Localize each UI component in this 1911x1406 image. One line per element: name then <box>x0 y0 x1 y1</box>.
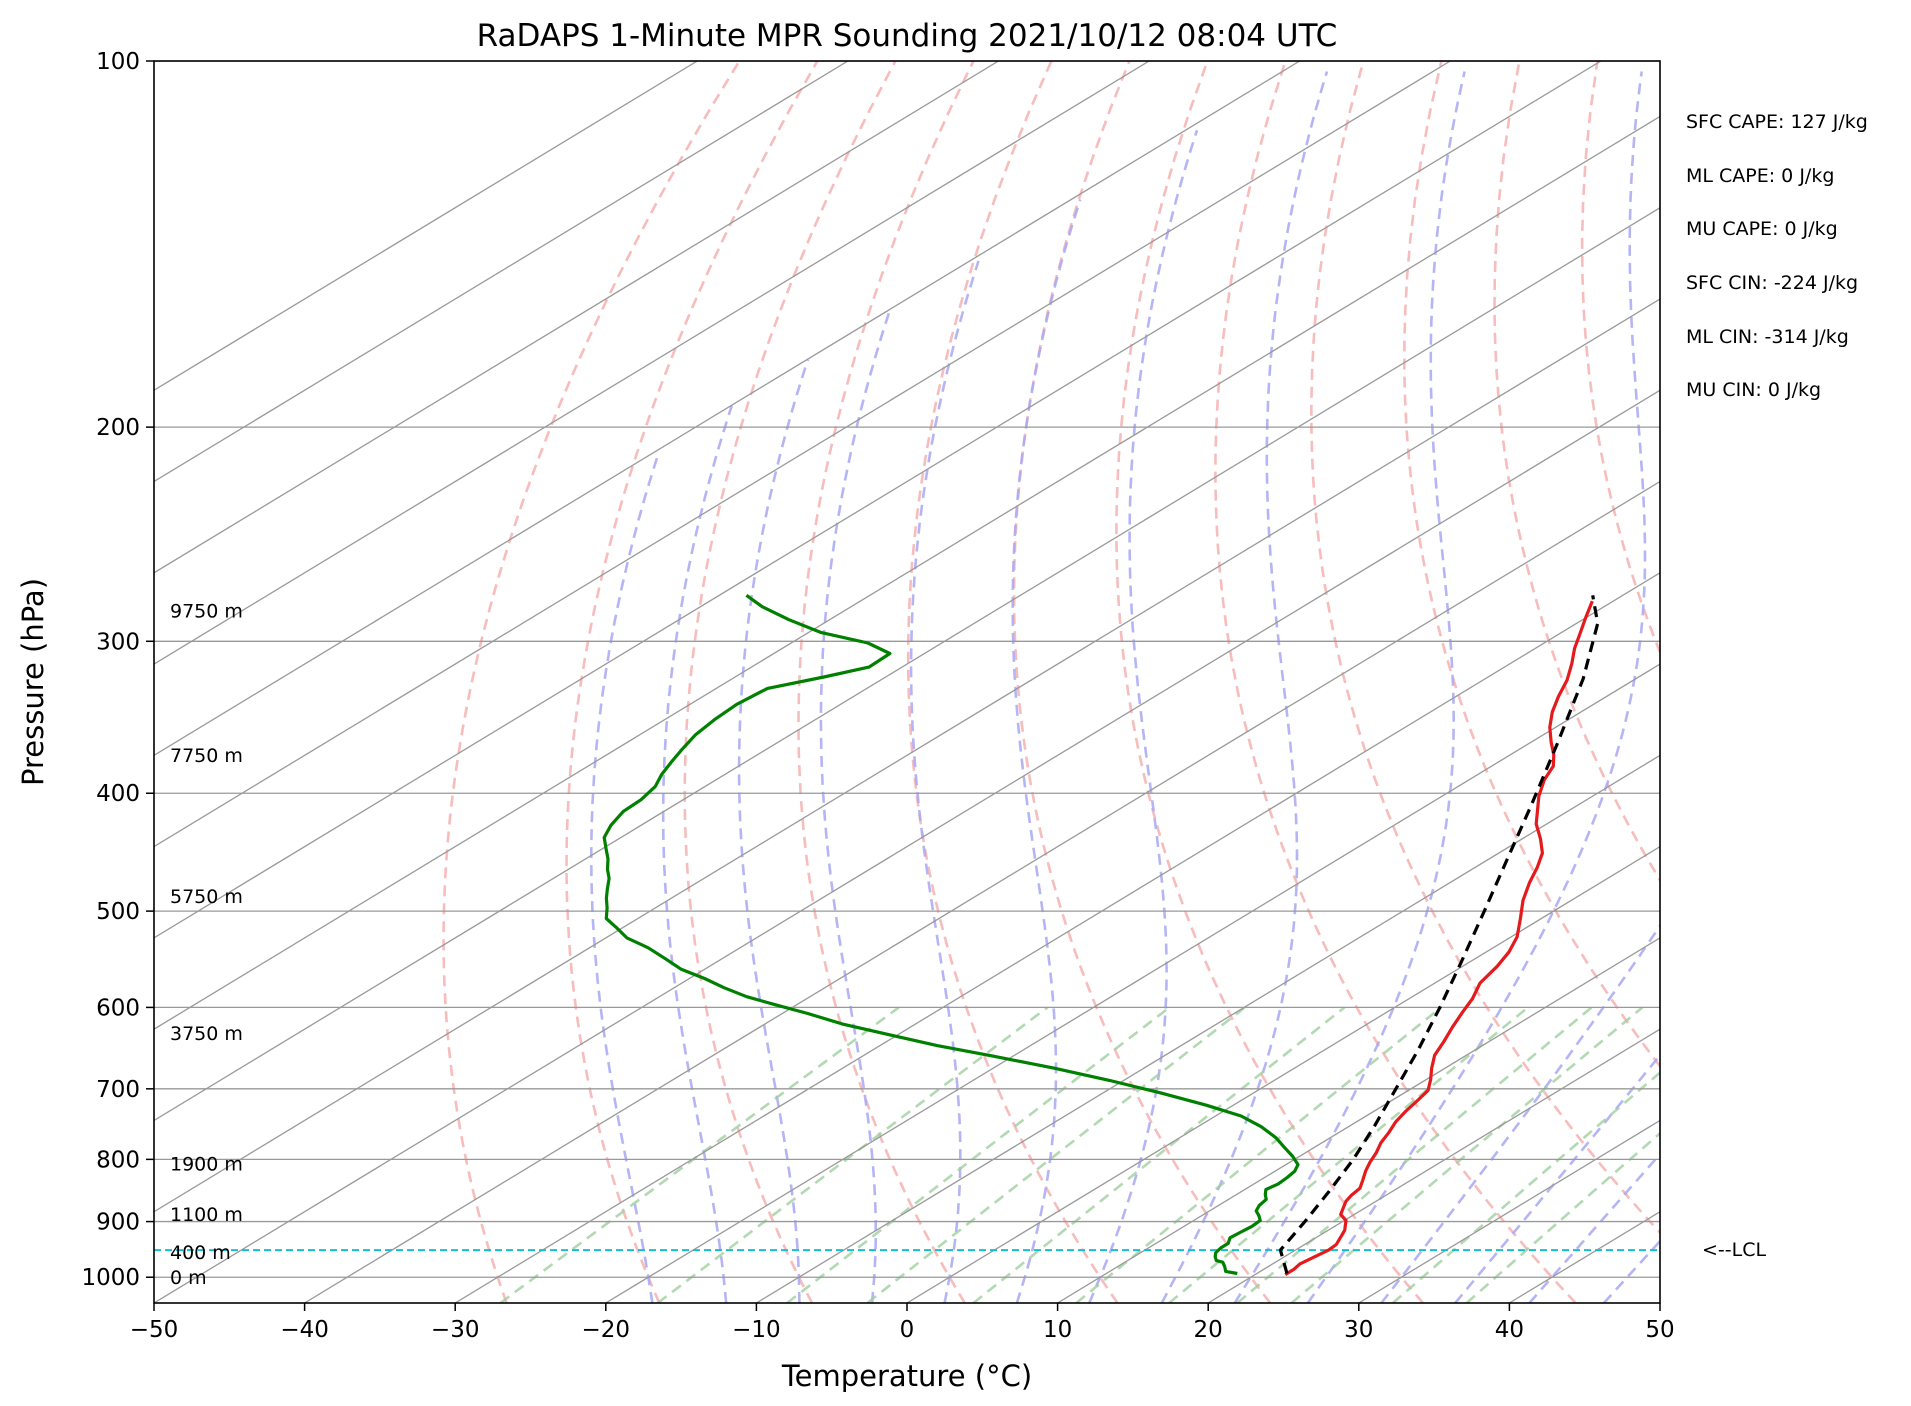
tick-layer: −50 −40 −30 −20 −10 0 10 20 30 40 50 1000 900 800 700 6… <box>81 49 1674 1343</box>
stats-panel: SFC CAPE: 127 J/kg ML CAPE: 0 J/kg MU CA… <box>1686 111 1868 401</box>
x-tick-label: 40 <box>1495 1317 1524 1343</box>
x-tick-label: −30 <box>431 1317 480 1343</box>
y-axis-label: Pressure (hPa) <box>16 578 50 786</box>
x-axis-label: Temperature (°C) <box>781 1359 1032 1393</box>
isotherm <box>154 61 1602 939</box>
x-tick-label: −50 <box>130 1317 179 1343</box>
dry-adiabat <box>1402 61 1660 1069</box>
y-tick-label: 100 <box>96 49 140 75</box>
isotherm <box>154 61 1301 757</box>
dry-adiabat <box>906 61 1119 1303</box>
dry-adiabat <box>1580 61 1660 656</box>
isotherm <box>154 61 1451 848</box>
moist-adiabat <box>1528 1152 1660 1303</box>
y-tick-label: 700 <box>96 1077 140 1103</box>
moist-adiabat <box>1088 129 1199 1303</box>
isotherm <box>154 115 1660 1030</box>
x-tick-label: −40 <box>280 1317 329 1343</box>
series-layer <box>602 594 1600 1276</box>
x-tick-label: 20 <box>1194 1317 1223 1343</box>
parcel-path <box>1278 595 1600 1274</box>
height-label: 7750 m <box>170 745 243 767</box>
isotherm <box>1057 937 1660 1303</box>
x-tick-label: 30 <box>1344 1317 1373 1343</box>
stat-sfc-cape: SFC CAPE: 127 J/kg <box>1686 111 1868 133</box>
dry-adiabat <box>1214 61 1577 1303</box>
mixing-ratio-line <box>657 1006 1049 1303</box>
dry-adiabat <box>1115 61 1424 1303</box>
y-tick-label: 800 <box>96 1147 140 1173</box>
y-tick-label: 200 <box>96 415 140 441</box>
temperature-profile <box>1284 600 1594 1276</box>
isotherm <box>154 61 1150 665</box>
isotherm <box>605 663 1660 1303</box>
background-lines <box>154 61 1660 1303</box>
y-tick-label: 300 <box>96 629 140 655</box>
x-tick-label: −10 <box>732 1317 781 1343</box>
dewpoint-profile <box>602 594 1300 1276</box>
y-tick-label: 1000 <box>81 1265 140 1291</box>
mixing-ratio-line <box>1392 1070 1660 1303</box>
dry-adiabat <box>442 61 741 1303</box>
stat-mu-cin: MU CIN: 0 J/kg <box>1686 379 1821 401</box>
chart-title: RaDAPS 1-Minute MPR Sounding 2021/10/12 … <box>477 18 1338 54</box>
y-tick-label: 600 <box>96 995 140 1021</box>
mixing-ratio-line <box>786 1006 1171 1303</box>
mixing-ratio-line <box>972 1006 1346 1303</box>
isotherm <box>154 61 698 392</box>
x-tick-label: 10 <box>1043 1317 1072 1343</box>
mixing-ratio-line <box>1465 1131 1660 1303</box>
moist-adiabat <box>737 359 810 1303</box>
mixing-ratio-line <box>866 1006 1246 1303</box>
stat-ml-cape: ML CAPE: 0 J/kg <box>1686 165 1834 187</box>
height-label: 5750 m <box>170 886 243 908</box>
mixing-ratio-line <box>1168 1006 1529 1303</box>
isotherm <box>304 480 1660 1303</box>
height-label: 1900 m <box>170 1153 243 1175</box>
moist-adiabat <box>1306 71 1647 1303</box>
x-tick-label: 0 <box>900 1317 915 1343</box>
height-labels: 0 m 400 m 1100 m 1900 m 3750 m 5750 m 7750 m 97… <box>170 600 243 1289</box>
stat-mu-cape: MU CAPE: 0 J/kg <box>1686 218 1838 240</box>
x-tick-label: −20 <box>582 1317 631 1343</box>
isotherm <box>154 206 1660 1122</box>
mixing-ratio-line <box>1290 1006 1644 1303</box>
height-label: 3750 m <box>170 1023 243 1045</box>
isotherm <box>154 61 999 574</box>
moist-adiabat <box>661 405 734 1303</box>
isotherm <box>1207 1028 1660 1303</box>
height-label: 9750 m <box>170 600 243 622</box>
isotherm <box>154 389 1660 1303</box>
moist-adiabat <box>909 260 980 1303</box>
isotherm <box>906 845 1660 1303</box>
stat-ml-cin: ML CIN: -314 J/kg <box>1686 326 1849 348</box>
isotherm <box>756 754 1660 1303</box>
moist-adiabat <box>1380 923 1660 1303</box>
stat-sfc-cin: SFC CIN: -224 J/kg <box>1686 272 1858 294</box>
height-label: 1100 m <box>170 1204 243 1226</box>
isotherm <box>154 61 849 483</box>
dry-adiabat <box>565 61 819 1303</box>
moist-adiabat <box>819 308 892 1303</box>
isotherm <box>454 572 1660 1303</box>
mixing-ratio-line <box>1075 1006 1442 1303</box>
moist-adiabat <box>1011 199 1082 1303</box>
isotherm <box>154 298 1660 1213</box>
x-tick-label: 50 <box>1645 1317 1674 1343</box>
height-label: 0 m <box>170 1267 207 1289</box>
moist-adiabat <box>1160 71 1329 1303</box>
lcl-label: <--LCL <box>1702 1239 1766 1261</box>
y-tick-label: 400 <box>96 781 140 807</box>
height-label: 400 m <box>170 1242 231 1264</box>
dry-adiabat <box>683 61 897 1303</box>
y-tick-label: 500 <box>96 899 140 925</box>
y-tick-label: 900 <box>96 1210 140 1236</box>
